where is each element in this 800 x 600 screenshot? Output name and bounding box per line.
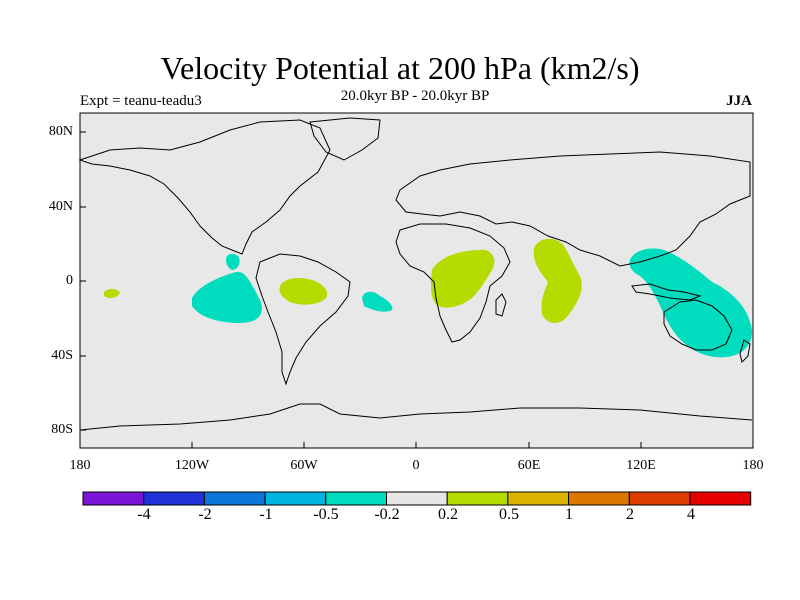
colorbar-label: 1 (565, 506, 573, 523)
colorbar-swatch (689, 491, 752, 506)
coastline-south-america (255, 253, 351, 386)
coastlines (78, 117, 753, 431)
experiment-label: Expt = teanu-teadu3 (80, 93, 202, 109)
negative-region-east-pacific (192, 271, 262, 323)
map-background (80, 113, 753, 448)
map-title: Velocity Potential at 200 hPa (km2/s) (160, 50, 640, 86)
colorbar-label: -0.5 (313, 506, 339, 523)
lat-label-40n: 40N (48, 199, 73, 214)
positive-region-central-pacific (104, 289, 120, 299)
lon-label-60w: 60W (290, 458, 318, 473)
lon-label-120w: 120W (174, 458, 210, 473)
colorbar-label: 0.2 (438, 506, 458, 523)
colorbar-swatch (507, 491, 570, 506)
colorbar-swatch (264, 491, 327, 506)
colorbar-label: -2 (198, 506, 212, 523)
colorbar-label: 0.5 (499, 506, 519, 523)
colorbar (82, 491, 752, 506)
lat-label-0: 0 (66, 273, 73, 288)
axis-ticks (79, 131, 754, 448)
lon-label-120e: 120E (626, 458, 656, 473)
colorbar-swatch (82, 491, 145, 506)
lat-label-80n: 80N (48, 124, 73, 139)
positive-region-amazon (279, 278, 328, 305)
colorbar-swatch (325, 491, 387, 506)
coastline-indonesia (631, 283, 702, 301)
coastline-australia (663, 299, 733, 351)
positive-anomaly-regions (104, 238, 582, 323)
lat-label-80s: 80S (51, 422, 73, 437)
coastline-antarctica (79, 403, 753, 431)
positive-region-indian-ocean (533, 238, 582, 323)
lon-label-180e: 180 (742, 458, 764, 473)
coastline-eurasia (395, 151, 751, 267)
negative-region-central-america (226, 253, 240, 270)
colorbar-label: -4 (137, 506, 151, 523)
lat-label-40s: 40S (51, 348, 73, 363)
negative-region-south-atlantic (362, 291, 393, 312)
negative-anomaly-regions (192, 248, 752, 358)
colorbar-swatch (568, 491, 630, 506)
map-subtitle: 20.0kyr BP - 20.0kyr BP (340, 88, 490, 104)
coastline-north-america (78, 119, 331, 255)
colorbar-swatch (203, 491, 266, 506)
coastline-greenland (309, 117, 381, 161)
lon-label-180w: 180 (69, 458, 91, 473)
colorbar-swatch (446, 491, 509, 506)
positive-region-africa (430, 249, 495, 308)
colorbar-label: -0.2 (374, 506, 400, 523)
colorbar-label: -1 (259, 506, 273, 523)
coastline-africa (395, 223, 511, 343)
lon-label-0: 0 (412, 458, 420, 473)
colorbar-swatch (628, 491, 691, 506)
coastline-new-zealand (739, 339, 751, 363)
negative-region-maritime-continent (629, 248, 752, 358)
colorbar-swatch (143, 491, 205, 506)
colorbar-label: 4 (687, 506, 695, 523)
colorbar-label: 2 (626, 506, 634, 523)
lon-label-60e: 60E (517, 458, 541, 473)
colorbar-swatch (386, 491, 448, 506)
season-label: JJA (726, 93, 752, 109)
coastline-madagascar (495, 293, 507, 317)
